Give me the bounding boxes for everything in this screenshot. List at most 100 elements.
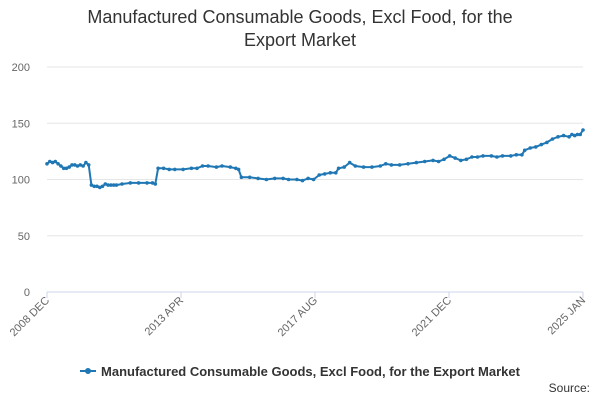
data-point[interactable] <box>389 163 394 167</box>
data-point[interactable] <box>397 163 402 167</box>
data-point[interactable] <box>295 177 299 182</box>
data-point[interactable] <box>334 171 338 175</box>
data-point[interactable] <box>70 163 74 167</box>
data-point[interactable] <box>570 132 574 137</box>
data-point[interactable] <box>156 166 160 171</box>
data-point[interactable] <box>581 128 585 132</box>
data-point[interactable] <box>347 160 352 165</box>
data-point[interactable] <box>59 164 63 168</box>
data-point[interactable] <box>53 159 58 164</box>
data-point[interactable] <box>214 165 219 169</box>
data-point[interactable] <box>514 153 519 157</box>
data-point[interactable] <box>220 164 224 168</box>
data-point[interactable] <box>414 160 419 165</box>
legend[interactable]: Manufactured Consumable Goods, Excl Food… <box>0 364 600 379</box>
data-point[interactable] <box>92 184 96 189</box>
data-point[interactable] <box>56 162 60 166</box>
data-point[interactable] <box>361 165 366 169</box>
data-point[interactable] <box>106 183 110 187</box>
data-point[interactable] <box>75 164 80 168</box>
data-point[interactable] <box>436 159 441 164</box>
data-point[interactable] <box>481 154 485 158</box>
data-point[interactable] <box>100 184 105 189</box>
data-point[interactable] <box>475 155 480 159</box>
data-point[interactable] <box>181 167 185 172</box>
data-point[interactable] <box>306 176 310 181</box>
data-point[interactable] <box>195 166 199 171</box>
data-point[interactable] <box>572 133 577 138</box>
data-point[interactable] <box>247 175 252 180</box>
data-point[interactable] <box>150 181 155 185</box>
data-point[interactable] <box>300 178 305 183</box>
data-point[interactable] <box>500 154 505 158</box>
data-point[interactable] <box>67 165 71 169</box>
data-point[interactable] <box>442 157 446 162</box>
data-point[interactable] <box>384 162 388 166</box>
data-point[interactable] <box>447 154 452 158</box>
data-point[interactable] <box>561 133 566 138</box>
data-point[interactable] <box>89 183 94 187</box>
data-point[interactable] <box>567 135 571 139</box>
data-point[interactable] <box>145 181 149 185</box>
data-point[interactable] <box>50 160 55 165</box>
data-point[interactable] <box>464 157 469 162</box>
data-point[interactable] <box>228 165 233 169</box>
data-point[interactable] <box>234 166 238 171</box>
data-point[interactable] <box>128 181 133 185</box>
data-point[interactable] <box>453 156 458 160</box>
data-point[interactable] <box>206 164 210 168</box>
data-point[interactable] <box>545 140 549 145</box>
data-point[interactable] <box>317 173 322 177</box>
data-point[interactable] <box>431 158 435 163</box>
data-point[interactable] <box>64 166 69 171</box>
data-point[interactable] <box>239 175 244 180</box>
data-point[interactable] <box>95 184 99 189</box>
data-point[interactable] <box>311 177 316 182</box>
data-point[interactable] <box>189 166 194 171</box>
data-point[interactable] <box>114 183 119 187</box>
data-point[interactable] <box>153 182 158 186</box>
data-point[interactable] <box>256 176 260 181</box>
data-point[interactable] <box>575 132 580 137</box>
data-point[interactable] <box>336 166 341 171</box>
data-point[interactable] <box>322 172 327 176</box>
data-point[interactable] <box>45 162 49 166</box>
data-point[interactable] <box>539 142 544 147</box>
data-point[interactable] <box>167 167 171 172</box>
data-point[interactable] <box>459 158 463 163</box>
data-point[interactable] <box>550 137 555 141</box>
data-point[interactable] <box>406 162 410 166</box>
data-point[interactable] <box>281 176 285 181</box>
data-point[interactable] <box>522 148 527 153</box>
data-point[interactable] <box>578 132 582 137</box>
data-point[interactable] <box>111 183 116 187</box>
data-point[interactable] <box>534 145 538 149</box>
data-point[interactable] <box>353 164 358 168</box>
data-point[interactable] <box>272 176 277 181</box>
data-point[interactable] <box>520 153 524 157</box>
data-point[interactable] <box>81 164 85 168</box>
data-point[interactable] <box>495 155 499 159</box>
data-point[interactable] <box>378 164 383 168</box>
data-point[interactable] <box>136 181 141 185</box>
data-point[interactable] <box>103 182 108 186</box>
data-point[interactable] <box>61 166 66 171</box>
data-point[interactable] <box>78 163 83 167</box>
data-point[interactable] <box>470 155 474 159</box>
data-point[interactable] <box>109 183 113 187</box>
data-point[interactable] <box>84 160 88 165</box>
data-point[interactable] <box>422 159 427 164</box>
data-point[interactable] <box>120 182 124 186</box>
data-point[interactable] <box>264 177 269 182</box>
data-point[interactable] <box>328 171 333 175</box>
data-point[interactable] <box>200 164 205 168</box>
data-point[interactable] <box>86 163 91 167</box>
data-point[interactable] <box>73 163 77 167</box>
data-point[interactable] <box>98 185 102 190</box>
data-point[interactable] <box>286 177 291 182</box>
data-point[interactable] <box>370 165 374 169</box>
data-point[interactable] <box>556 135 560 139</box>
data-point[interactable] <box>236 167 241 172</box>
data-point[interactable] <box>161 166 166 171</box>
data-point[interactable] <box>509 154 513 158</box>
